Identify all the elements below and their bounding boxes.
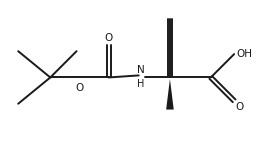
Text: H: H xyxy=(137,79,144,89)
Polygon shape xyxy=(166,79,174,110)
Text: O: O xyxy=(235,102,244,112)
Text: N: N xyxy=(137,65,145,74)
Text: O: O xyxy=(75,83,84,93)
Text: OH: OH xyxy=(236,49,252,59)
Text: O: O xyxy=(105,33,113,43)
